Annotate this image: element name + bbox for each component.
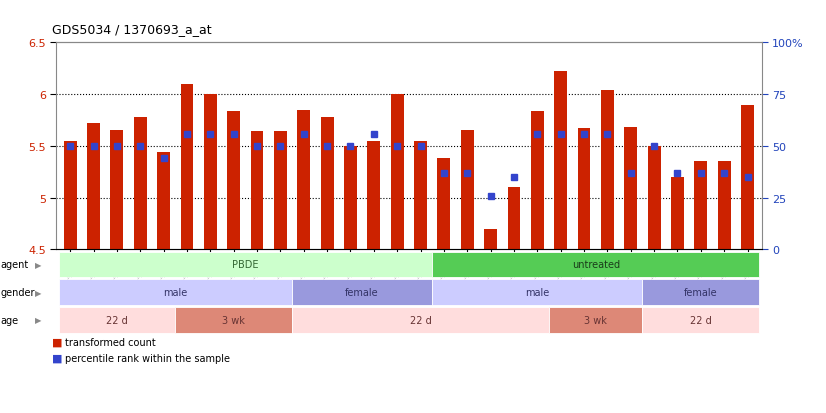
Bar — [695, 162, 707, 250]
Text: ■: ■ — [52, 337, 63, 347]
Text: female: female — [345, 287, 379, 297]
Text: ▶: ▶ — [35, 316, 41, 325]
Bar — [64, 142, 77, 250]
Text: untreated: untreated — [572, 260, 620, 270]
Bar — [438, 159, 450, 250]
Text: 3 wk: 3 wk — [584, 315, 607, 325]
Bar — [624, 128, 637, 250]
Bar — [87, 124, 100, 250]
Bar — [718, 162, 731, 250]
Text: male: male — [164, 287, 188, 297]
Bar — [391, 95, 404, 250]
Text: 22 d: 22 d — [410, 315, 431, 325]
Text: 22 d: 22 d — [690, 315, 712, 325]
Bar — [204, 95, 216, 250]
Bar — [601, 91, 614, 250]
Text: ■: ■ — [52, 353, 63, 363]
Bar — [671, 178, 684, 250]
Text: GDS5034 / 1370693_a_at: GDS5034 / 1370693_a_at — [52, 23, 211, 36]
Text: female: female — [684, 287, 718, 297]
Text: gender: gender — [1, 287, 36, 297]
Text: 22 d: 22 d — [106, 315, 128, 325]
Bar — [648, 147, 661, 250]
Text: percentile rank within the sample: percentile rank within the sample — [65, 353, 230, 363]
Bar — [368, 142, 380, 250]
Bar — [741, 105, 754, 250]
Bar — [461, 131, 473, 250]
Bar — [577, 129, 591, 250]
Text: male: male — [525, 287, 549, 297]
Bar — [507, 188, 520, 250]
Bar — [250, 132, 263, 250]
Bar — [181, 85, 193, 250]
Bar — [344, 147, 357, 250]
Bar — [484, 229, 497, 250]
Text: age: age — [1, 315, 19, 325]
Bar — [554, 72, 567, 250]
Text: ▶: ▶ — [35, 260, 41, 269]
Text: 3 wk: 3 wk — [222, 315, 245, 325]
Bar — [157, 153, 170, 250]
Bar — [414, 142, 427, 250]
Bar — [297, 111, 311, 250]
Bar — [320, 118, 334, 250]
Bar — [274, 132, 287, 250]
Text: agent: agent — [1, 260, 29, 270]
Text: ▶: ▶ — [35, 288, 41, 297]
Bar — [531, 112, 544, 250]
Text: transformed count: transformed count — [65, 337, 156, 347]
Text: PBDE: PBDE — [232, 260, 259, 270]
Bar — [227, 112, 240, 250]
Bar — [134, 118, 147, 250]
Bar — [111, 131, 123, 250]
